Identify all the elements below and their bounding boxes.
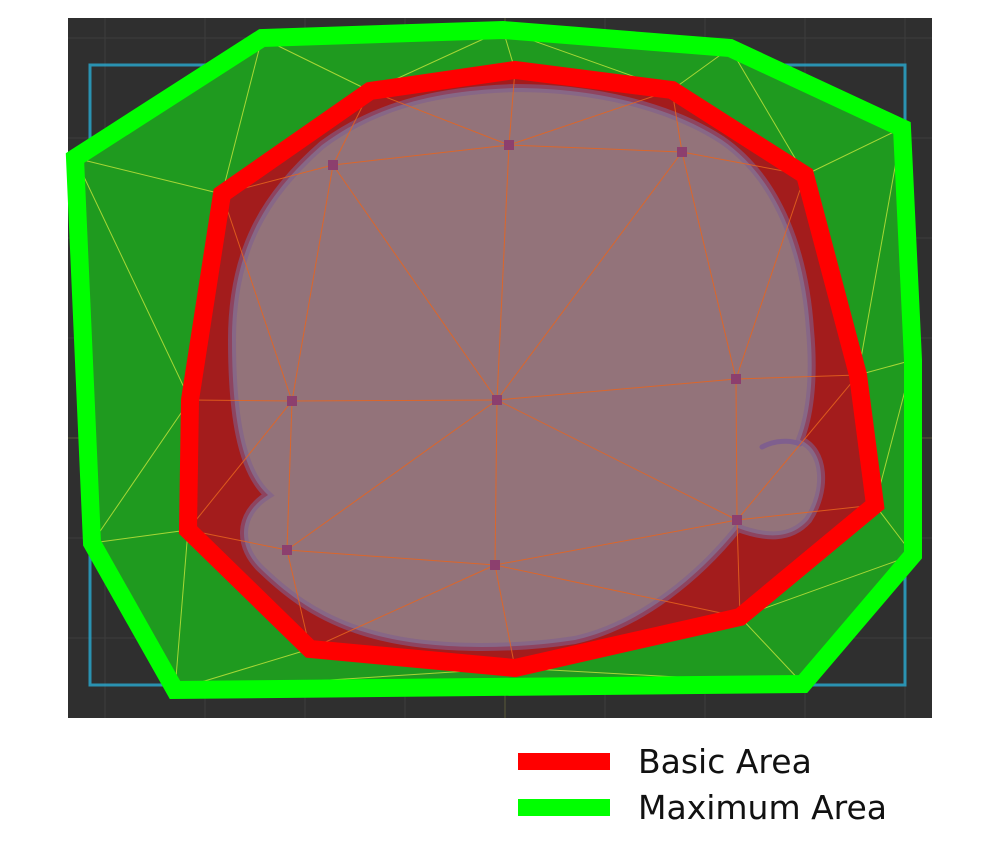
vertex — [732, 515, 742, 525]
legend-item-basic-area: Basic Area — [518, 738, 978, 784]
ear-crease — [759, 438, 803, 450]
vertex — [490, 560, 500, 570]
mesh-vertices — [282, 140, 742, 570]
legend: Basic Area Maximum Area — [518, 738, 978, 830]
vertex — [677, 147, 687, 157]
legend-label-maximum-area: Maximum Area — [638, 787, 888, 827]
legend-swatch-basic-area — [518, 752, 610, 770]
vertex — [504, 140, 514, 150]
character-head-shape — [227, 83, 826, 651]
mesh-edges — [187, 69, 876, 669]
vertex — [282, 545, 292, 555]
vertex — [328, 160, 338, 170]
legend-item-maximum-area: Maximum Area — [518, 784, 978, 830]
legend-swatch-maximum-area — [518, 798, 610, 816]
vertex — [492, 395, 502, 405]
maximum-area-outline — [65, 20, 922, 700]
vertex — [287, 396, 297, 406]
legend-label-basic-area: Basic Area — [638, 741, 812, 781]
vertex — [731, 374, 741, 384]
basic-area-outline — [178, 60, 885, 678]
